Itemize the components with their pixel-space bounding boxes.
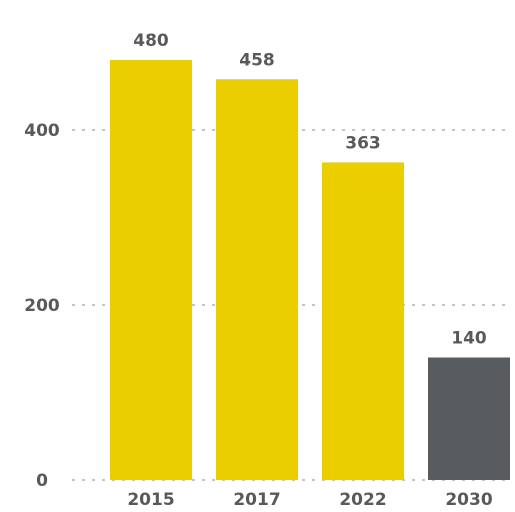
bar-2015	[110, 60, 192, 480]
bar-2017	[216, 79, 298, 480]
data-label-2017: 458	[239, 50, 275, 70]
x-axis-ticks: 2015 2017 2022 2030	[127, 490, 492, 510]
y-tick-label-0: 0	[36, 471, 48, 491]
x-tick-label-2030: 2030	[445, 490, 492, 510]
x-tick-label-2022: 2022	[339, 490, 386, 510]
bar-2030	[428, 357, 510, 480]
bar-2022	[322, 162, 404, 480]
data-labels: 480 458 363 140	[133, 31, 487, 349]
y-tick-label-200: 200	[24, 296, 60, 316]
y-tick-label-400: 400	[24, 121, 60, 141]
x-tick-label-2015: 2015	[127, 490, 174, 510]
y-axis-ticks: 0 200 400	[24, 121, 60, 491]
data-label-2022: 363	[345, 133, 381, 153]
bars	[110, 60, 510, 480]
x-tick-label-2017: 2017	[233, 490, 280, 510]
data-label-2015: 480	[133, 31, 169, 51]
data-label-2030: 140	[451, 329, 487, 349]
